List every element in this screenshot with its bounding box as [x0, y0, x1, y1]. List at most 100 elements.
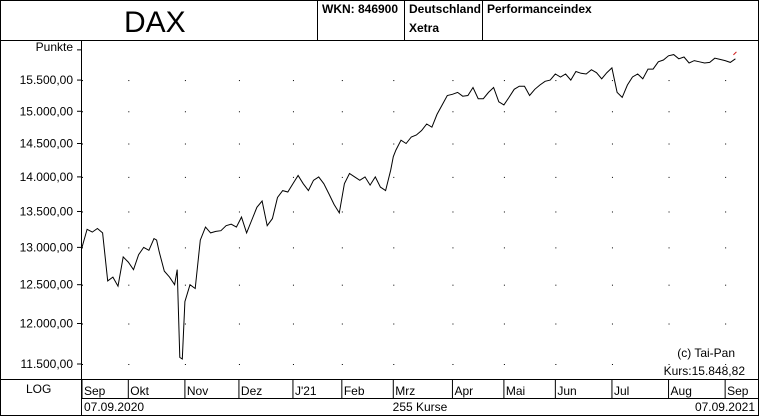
grid-dot [128, 247, 130, 249]
grid-dot [393, 363, 395, 365]
grid-dots [82, 80, 727, 365]
grid-dot [292, 111, 294, 113]
grid-dot [503, 111, 505, 113]
last-value-marker [733, 51, 737, 56]
grid-dot [82, 176, 83, 178]
x-tick-label: Jun [557, 384, 576, 398]
grid-dot [341, 111, 343, 113]
grid-dot [292, 247, 294, 249]
x-tick-label: Sep [84, 384, 106, 398]
grid-dot [393, 211, 395, 213]
grid-dot [184, 176, 186, 178]
grid-dot [452, 111, 454, 113]
grid-dot [128, 111, 130, 113]
grid-dot [452, 211, 454, 213]
grid-dot [668, 211, 670, 213]
grid-dot [184, 211, 186, 213]
copyright-note: (c) Tai-Pan [677, 346, 735, 360]
grid-dot [393, 111, 395, 113]
y-tick-label: 12.000,00 [20, 317, 74, 331]
x-tick-label: Mai [506, 384, 525, 398]
grid-dot [184, 143, 186, 145]
grid-dot [341, 247, 343, 249]
y-tick-label: 14.500,00 [20, 137, 74, 151]
x-tick-label: Apr [454, 384, 473, 398]
grid-dot [292, 80, 294, 82]
grid-dot [184, 323, 186, 325]
grid-dot [503, 247, 505, 249]
grid-dot [128, 80, 130, 82]
grid-dot [503, 143, 505, 145]
grid-dot [238, 247, 240, 249]
grid-dot [555, 247, 557, 249]
grid-dot [238, 363, 240, 365]
grid-dot [611, 80, 613, 82]
grid-dot [184, 80, 186, 82]
grid-dot [341, 323, 343, 325]
x-tick-label: Mrz [395, 384, 415, 398]
grid-dot [184, 284, 186, 286]
index-type-label: Performanceindex [487, 2, 592, 16]
grid-dot [503, 176, 505, 178]
grid-dot [452, 284, 454, 286]
grid-dot [555, 284, 557, 286]
grid-dot [184, 111, 186, 113]
grid-dot [393, 176, 395, 178]
grid-dot [555, 363, 557, 365]
grid-dot [82, 363, 83, 365]
x-tick-label: J'21 [295, 384, 317, 398]
wkn-label: WKN: 846900 [322, 2, 398, 16]
grid-dot [393, 284, 395, 286]
grid-dot [611, 284, 613, 286]
grid-dot [668, 176, 670, 178]
grid-dot [128, 143, 130, 145]
grid-dot [82, 111, 83, 113]
grid-dot [725, 176, 727, 178]
grid-dot [611, 363, 613, 365]
exchange-label: Xetra [409, 21, 439, 35]
series-group [81, 51, 737, 360]
grid-dot [341, 284, 343, 286]
grid-dot [238, 143, 240, 145]
grid-dot [503, 211, 505, 213]
start-date: 07.09.2020 [84, 400, 144, 414]
grid-dot [341, 80, 343, 82]
grid-dot [128, 363, 130, 365]
grid-dot [555, 323, 557, 325]
grid-dot [128, 284, 130, 286]
grid-dot [292, 284, 294, 286]
grid-dot [341, 211, 343, 213]
y-axis-title: Punkte [36, 40, 74, 54]
grid-dot [668, 111, 670, 113]
grid-dot [611, 323, 613, 325]
grid-dot [452, 80, 454, 82]
x-tick-label: Dez [241, 384, 262, 398]
end-date: 07.09.2021 [695, 400, 755, 414]
grid-dot [668, 284, 670, 286]
x-tick-label: Nov [187, 384, 208, 398]
country-label: Deutschland [409, 2, 481, 16]
x-tick-label: Okt [130, 384, 149, 398]
grid-dot [503, 80, 505, 82]
grid-dot [725, 284, 727, 286]
grid-dot [611, 176, 613, 178]
grid-dot [82, 247, 83, 249]
grid-dot [452, 143, 454, 145]
grid-dot [238, 323, 240, 325]
grid-dot [452, 176, 454, 178]
grid-dot [238, 111, 240, 113]
grid-dot [393, 143, 395, 145]
grid-dot [725, 80, 727, 82]
grid-dot [452, 247, 454, 249]
grid-dot [668, 247, 670, 249]
x-tick-label: Aug [671, 384, 692, 398]
grid-dot [452, 323, 454, 325]
grid-dot [503, 363, 505, 365]
index-title: DAX [124, 6, 186, 39]
grid-dot [128, 176, 130, 178]
grid-dot [341, 176, 343, 178]
grid-dot [128, 211, 130, 213]
y-tick-label: 15.000,00 [20, 104, 74, 118]
grid-dot [503, 284, 505, 286]
